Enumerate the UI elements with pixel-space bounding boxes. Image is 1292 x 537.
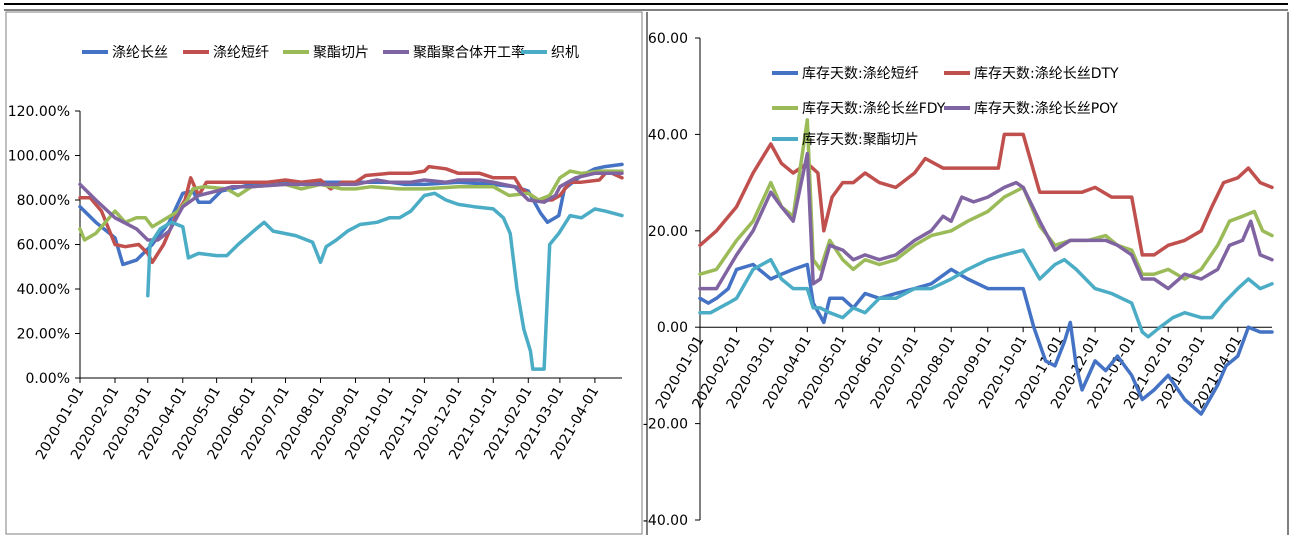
y-tick-label: 80.00% <box>17 193 70 209</box>
legend-entry: 聚酯聚合体开工率 <box>413 44 525 61</box>
legend-entry: 涤纶短纤 <box>213 45 269 61</box>
series-line-1 <box>698 262 1274 416</box>
y-tick-label: 120.00% <box>8 104 70 120</box>
series-line-5 <box>698 248 1274 339</box>
y-tick-label: -20.00 <box>643 417 688 433</box>
right-line-chart: -40.00-20.000.0020.0040.0060.002020-01-0… <box>643 31 1274 529</box>
y-tick-label: 0.00% <box>26 371 70 387</box>
y-tick-label: 100.00% <box>8 149 70 165</box>
series-line-4 <box>698 151 1274 291</box>
y-tick-label: 20.00% <box>17 327 70 343</box>
y-tick-label: 60.00% <box>17 238 70 254</box>
legend-entry: 库存天数:聚酯切片 <box>802 132 919 148</box>
y-tick-label: -40.00 <box>643 513 688 529</box>
series-line-5 <box>146 191 624 371</box>
y-tick-label: 40.00% <box>17 282 70 298</box>
figure-frame <box>4 3 1289 535</box>
legend-entry: 库存天数:涤纶长丝POY <box>974 101 1118 117</box>
y-tick-label: 40.00 <box>648 127 688 143</box>
series-line-3 <box>78 169 624 242</box>
series-line-4 <box>78 171 624 242</box>
series-line-2 <box>698 132 1274 257</box>
legend-entry: 库存天数:涤纶长丝FDY <box>802 101 946 117</box>
left-line-chart: 0.00% 20.00% 40.00% 60.00% 80.00% 100.00% 120.… <box>8 44 624 462</box>
legend-entry: 聚酯切片 <box>313 45 369 61</box>
legend-entry: 库存天数:涤纶长丝DTY <box>974 66 1119 82</box>
legend-entry: 织机 <box>551 45 579 61</box>
left-chart-border <box>5 11 643 535</box>
y-tick-label: 0.00 <box>657 320 688 336</box>
y-tick-label: 20.00 <box>648 224 688 240</box>
legend-entry: 涤纶长丝 <box>112 45 168 61</box>
legend-entry: 库存天数:涤纶短纤 <box>802 66 919 82</box>
y-tick-label: 60.00 <box>648 31 688 47</box>
